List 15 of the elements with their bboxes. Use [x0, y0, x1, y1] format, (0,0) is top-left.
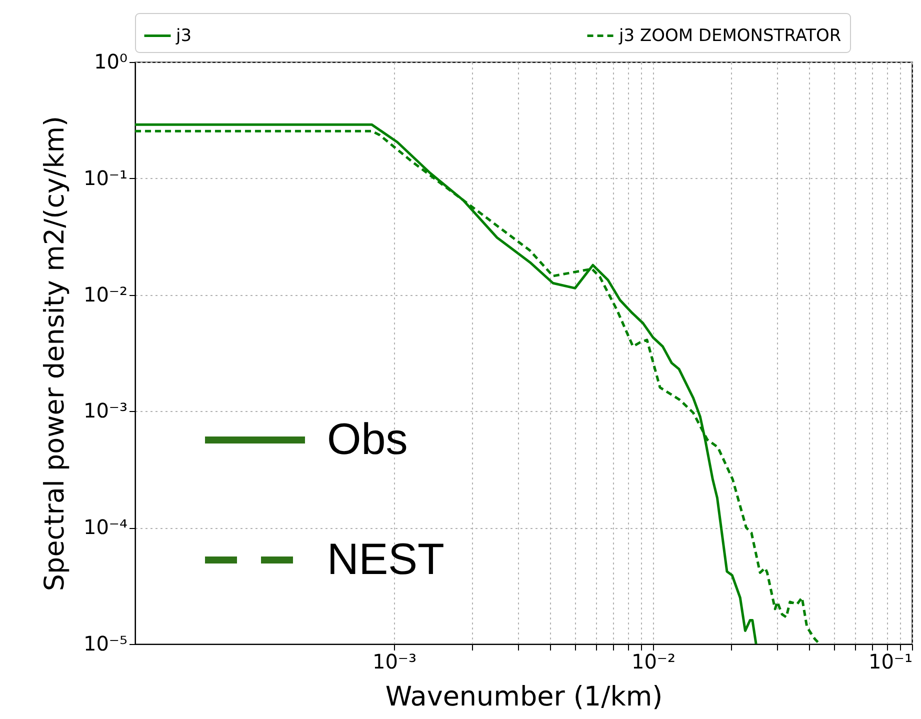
y-tick-label: 10⁻⁴ [83, 515, 128, 540]
y-tick-label: 10⁻² [83, 282, 128, 306]
legend-label: j3 ZOOM DEMONSTRATOR [618, 26, 842, 46]
y-tick-label: 10⁰ [94, 50, 128, 74]
x-tick-label: 10⁻² [631, 650, 676, 674]
y-axis-title: Spectral power density m2/(cy/km) [39, 116, 70, 592]
y-tick-label: 10⁻⁵ [83, 632, 128, 656]
annotation: Obs [327, 415, 408, 465]
y-tick-label: 10⁻¹ [83, 166, 128, 190]
legend-label: j3 [175, 26, 192, 46]
x-tick-label: 10⁻¹ [868, 650, 912, 674]
annotation: NEST [327, 535, 444, 585]
x-tick-label: 10⁻³ [372, 650, 417, 674]
x-axis-title: Wavenumber (1/km) [385, 682, 663, 712]
y-tick-label: 10⁻³ [83, 398, 128, 423]
